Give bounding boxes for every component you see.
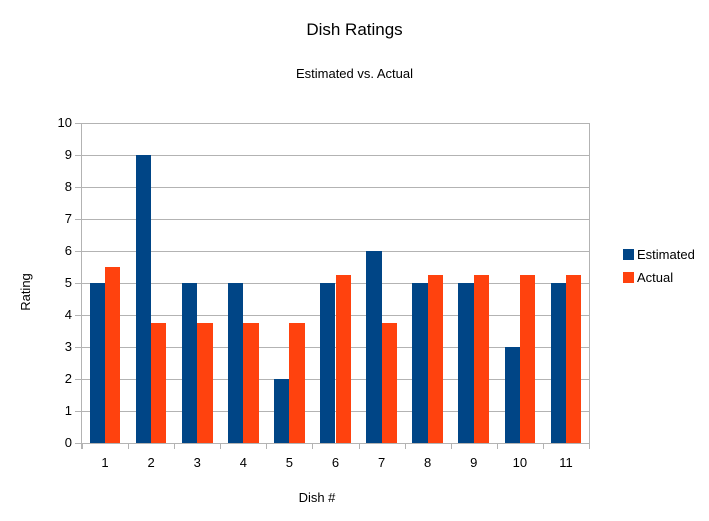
legend-swatch-actual: [623, 272, 634, 283]
bar-estimated-7: [366, 251, 382, 443]
x-tick-label-1: 1: [101, 455, 109, 470]
x-tick-label-11: 11: [559, 455, 573, 470]
gridline-8: [82, 187, 589, 188]
bar-estimated-3: [181, 283, 198, 443]
bar-actual-5: [289, 323, 305, 443]
legend-swatch-estimated: [623, 249, 634, 260]
x-tick-4: [266, 444, 268, 449]
bar-actual-6: [335, 275, 351, 443]
y-tick-label-10: 10: [57, 115, 72, 130]
bar-actual-2: [151, 323, 167, 443]
x-axis-line: [81, 443, 590, 444]
gridline-9: [82, 155, 589, 156]
gridline-7: [82, 219, 589, 220]
x-tick-8: [450, 444, 452, 449]
x-tick-label-10: 10: [512, 455, 528, 470]
x-tick-label-8: 8: [424, 455, 432, 470]
y-tick-8: [75, 187, 82, 188]
legend: Estimated Actual: [623, 248, 695, 294]
x-tick-label-6: 6: [331, 455, 340, 470]
bar-estimated-4: [227, 283, 244, 443]
y-tick-label-1: 1: [64, 403, 72, 418]
bar-actual-11: [565, 275, 582, 443]
bar-actual-10: [519, 275, 536, 443]
y-tick-label-6: 6: [64, 243, 72, 258]
x-tick-3: [220, 444, 222, 449]
x-tick-1: [128, 444, 130, 449]
chart-subtitle: Estimated vs. Actual: [295, 66, 414, 81]
legend-item-actual: Actual: [623, 271, 695, 284]
bar-estimated-6: [320, 283, 336, 443]
x-axis-title: Dish #: [298, 490, 336, 505]
bar-actual-3: [197, 323, 213, 443]
bar-actual-9: [473, 275, 490, 443]
legend-label-actual: Actual: [637, 270, 674, 285]
bar-actual-4: [243, 323, 259, 443]
y-tick-3: [75, 347, 82, 348]
y-tick-label-3: 3: [64, 339, 72, 354]
y-tick-label-4: 4: [64, 307, 72, 322]
y-tick-label-7: 7: [64, 211, 72, 226]
y-tick-0: [75, 443, 82, 444]
x-tick-label-7: 7: [377, 455, 386, 470]
bar-estimated-11: [550, 283, 566, 443]
bar-actual-1: [105, 267, 121, 443]
x-tick-6: [358, 444, 360, 449]
y-tick-7: [75, 219, 82, 220]
bar-estimated-10: [504, 347, 520, 443]
bar-actual-7: [381, 323, 397, 443]
y-tick-5: [75, 283, 82, 284]
x-tick-label-5: 5: [285, 455, 294, 470]
x-tick-0: [82, 444, 83, 449]
chart-title: Dish Ratings: [306, 20, 403, 39]
legend-item-estimated: Estimated: [623, 248, 695, 261]
y-tick-label-9: 9: [64, 147, 72, 162]
x-tick-2: [174, 444, 176, 449]
y-tick-label-2: 2: [64, 371, 72, 386]
bar-estimated-8: [412, 283, 428, 443]
x-tick-9: [496, 444, 498, 449]
legend-label-estimated: Estimated: [637, 247, 695, 262]
gridline-10: [82, 123, 589, 124]
x-tick-5: [312, 444, 314, 449]
bar-estimated-2: [135, 155, 152, 443]
plot-area: 0 1 2 3 4 5 6 7 8 9 10 1 2 3 4 5 6 7 8 9 10 11: [58, 116, 590, 470]
x-tick-label-4: 4: [239, 455, 247, 470]
y-tick-4: [75, 315, 82, 316]
y-tick-label-0: 0: [64, 435, 72, 450]
y-tick-2: [75, 379, 82, 380]
y-tick-6: [75, 251, 82, 252]
plot-right-border: [589, 123, 590, 449]
bar-actual-8: [427, 275, 444, 443]
y-tick-label-8: 8: [64, 179, 72, 194]
y-axis-title: Rating: [18, 273, 33, 311]
x-tick-label-2: 2: [147, 455, 155, 470]
bar-estimated-1: [89, 283, 106, 443]
x-tick-label-9: 9: [470, 455, 478, 470]
x-tick-11: [589, 444, 590, 449]
y-tick-1: [75, 411, 82, 412]
gridline-6: [82, 251, 589, 252]
x-tick-7: [404, 444, 406, 449]
y-tick-9: [75, 155, 82, 156]
y-tick-10: [75, 123, 82, 124]
y-axis-line: [81, 123, 82, 449]
bar-estimated-5: [274, 379, 290, 443]
bar-estimated-9: [458, 283, 474, 443]
y-tick-label-5: 5: [64, 275, 72, 290]
x-tick-label-3: 3: [193, 455, 201, 470]
x-tick-10: [542, 444, 544, 449]
